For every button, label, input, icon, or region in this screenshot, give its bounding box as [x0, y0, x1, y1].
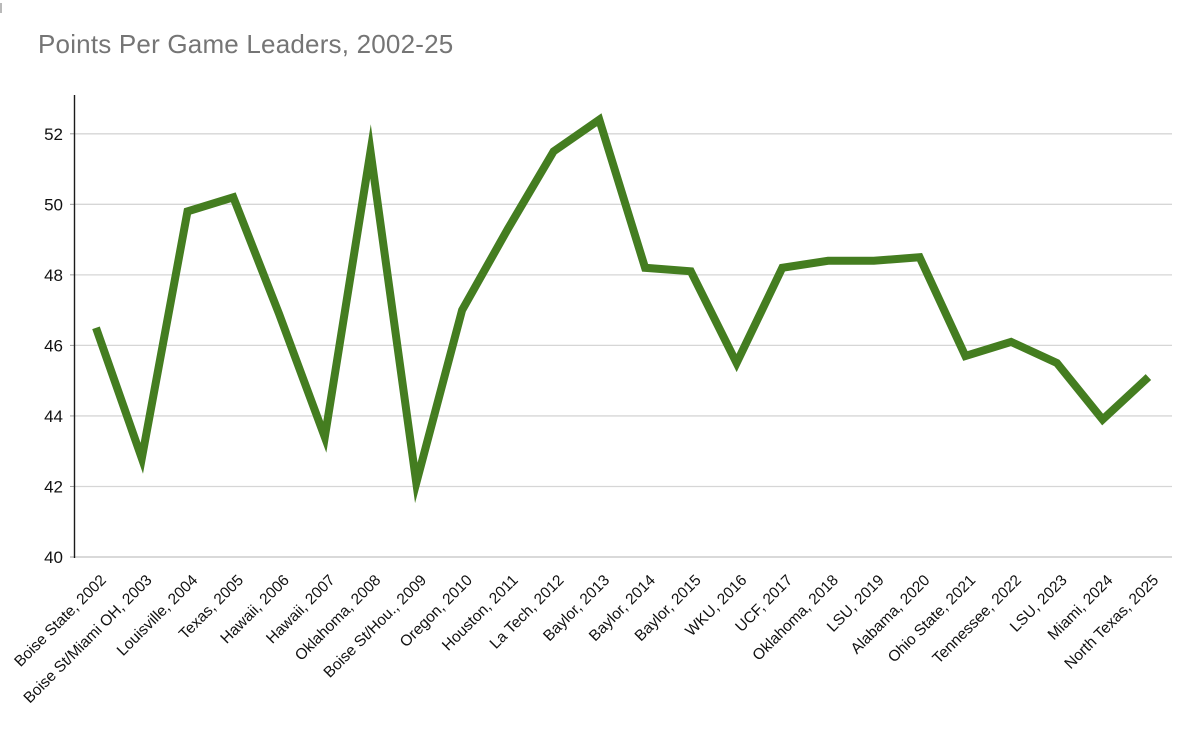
y-tick-label: 46: [44, 336, 63, 355]
y-tick-label: 44: [44, 407, 63, 426]
y-tick-label: 48: [44, 266, 63, 285]
y-tick-label: 40: [44, 548, 63, 567]
chart-title: Points Per Game Leaders, 2002-25: [38, 29, 454, 59]
x-tick-label: Louisville, 2004: [114, 572, 202, 660]
x-tick-label: Alabama, 2020: [848, 572, 934, 658]
y-tick-label: 42: [44, 477, 63, 496]
y-tick-labels: 40 42 44 46 48 50 52: [44, 125, 63, 567]
screen-edge-artifact: [0, 3, 2, 13]
y-tick-label: 52: [44, 125, 63, 144]
y-tick-label: 50: [44, 195, 63, 214]
y-axis: [70, 95, 76, 558]
series-line: [92, 113, 1152, 504]
